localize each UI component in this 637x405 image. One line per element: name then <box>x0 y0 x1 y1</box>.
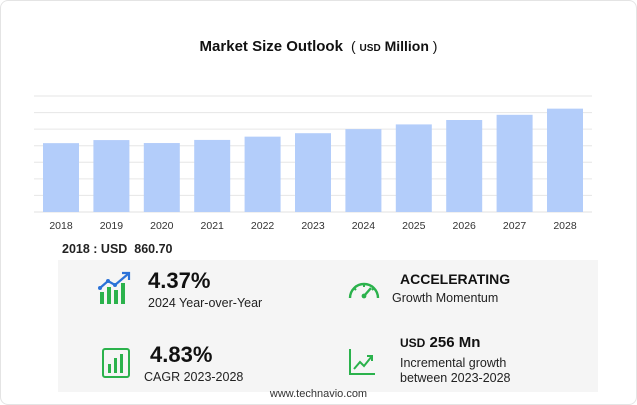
chart-bars <box>43 108 583 212</box>
bar-2023 <box>295 133 331 212</box>
x-tick-label-2018: 2018 <box>49 220 73 232</box>
kpi-incremental-currency: USD <box>400 336 426 350</box>
speedometer-icon <box>348 282 380 299</box>
kpi-panel <box>58 260 598 392</box>
bar-2025 <box>395 124 432 212</box>
x-tick-label-2021: 2021 <box>201 220 225 232</box>
kpi-momentum-value: ACCELERATING <box>400 271 511 287</box>
bar-chart-icon <box>102 348 130 378</box>
kpi-momentum: ACCELERATING Growth Momentum <box>346 270 566 320</box>
kpi-incremental-label-1: Incremental growth <box>400 356 507 370</box>
kpi-incremental: USD 256 Mn Incremental growth between 20… <box>348 334 588 392</box>
base-year-value: 2018 : USD 860.70 <box>62 242 173 256</box>
x-tick-label-2025: 2025 <box>402 220 426 232</box>
kpi-cagr-label: CAGR 2023-2028 <box>144 370 244 384</box>
chart-title-text: Market Size Outlook <box>199 38 343 55</box>
bar-2019 <box>93 140 130 212</box>
kpi-incremental-amount: 256 Mn <box>429 334 481 351</box>
chart-x-axis: 2018 2019 2020 2021 2022 2023 2024 2025 2026 2027… <box>49 220 577 232</box>
chart-title-unit: ( USD Million ) <box>347 38 438 54</box>
kpi-yoy: 4.37% 2024 Year-over-Year <box>98 268 318 320</box>
kpi-cagr: 4.83% CAGR 2023-2028 <box>102 342 322 392</box>
bar-2027 <box>496 114 533 212</box>
trend-line-icon <box>349 349 375 375</box>
kpi-incremental-value: USD 256 Mn <box>400 334 480 351</box>
kpi-yoy-value: 4.37% <box>148 268 211 293</box>
base-year-number: 860.70 <box>134 242 173 256</box>
bar-2020 <box>143 143 180 212</box>
kpi-cagr-value: 4.83% <box>150 342 213 367</box>
x-tick-label-2024: 2024 <box>352 220 376 232</box>
x-tick-label-2027: 2027 <box>503 220 527 232</box>
kpi-momentum-label: Growth Momentum <box>392 291 499 305</box>
x-tick-label-2020: 2020 <box>150 220 174 232</box>
x-tick-label-2022: 2022 <box>251 220 275 232</box>
x-tick-label-2023: 2023 <box>301 220 325 232</box>
bar-2018 <box>43 143 79 212</box>
bar-growth-icon <box>98 271 131 304</box>
kpi-yoy-label: 2024 Year-over-Year <box>148 296 263 310</box>
base-year-label: 2018 : USD <box>62 242 128 256</box>
bar-2022 <box>244 136 281 212</box>
kpi-incremental-label-2: between 2023-2028 <box>400 371 511 385</box>
bar-2021 <box>194 139 231 212</box>
bar-2026 <box>446 120 483 212</box>
bar-2024 <box>345 129 382 212</box>
chart-title: Market Size Outlook ( USD Million ) <box>0 38 637 55</box>
chart-title-scale: Million <box>384 38 429 54</box>
source-link[interactable]: www.technavio.com <box>269 388 368 400</box>
bar-chart: 2018 2019 2020 2021 2022 2023 2024 2025 2026 2027… <box>34 95 592 232</box>
chart-title-currency: USD <box>359 43 381 54</box>
x-tick-label-2026: 2026 <box>453 220 477 232</box>
bar-2028 <box>547 108 583 212</box>
x-tick-label-2019: 2019 <box>100 220 124 232</box>
x-tick-label-2028: 2028 <box>553 220 577 232</box>
